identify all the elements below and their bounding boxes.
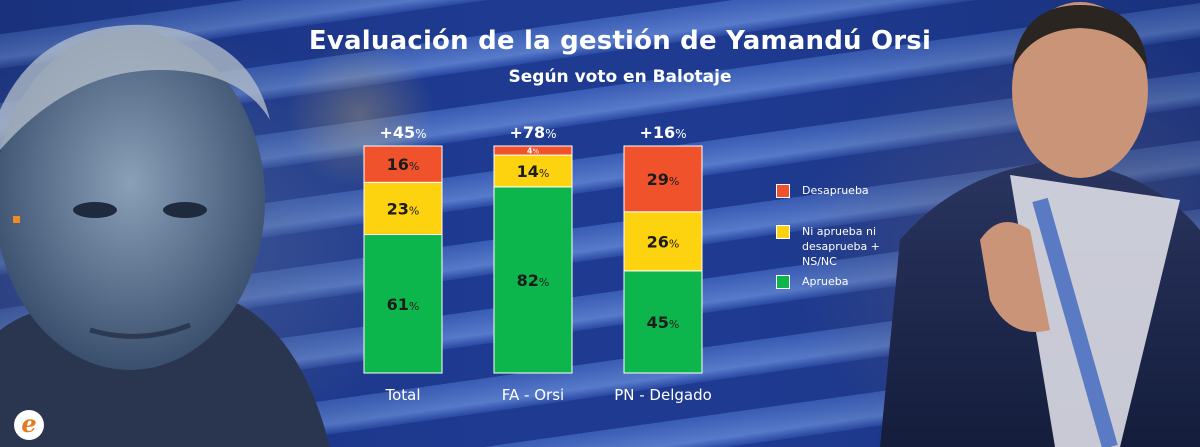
data-label-unit: % [669, 175, 679, 188]
net-label-unit: % [415, 127, 426, 141]
legend-item-aprueba: Aprueba [776, 274, 912, 289]
chart-subtitle: Según voto en Balotaje [508, 67, 732, 87]
net-label-unit: % [545, 127, 556, 141]
category-label-fa-orsi: FA - Orsi [502, 386, 564, 404]
data-label-aprueba-fa-orsi: 82% [517, 271, 550, 290]
net-label-fa-orsi: +78% [509, 123, 556, 142]
bar-segment-ni_aprueba-total [363, 181, 443, 236]
data-label-unit: % [532, 148, 539, 156]
legend-swatch-aprueba [776, 275, 790, 289]
data-label-unit: % [669, 237, 679, 250]
net-label-unit: % [675, 127, 686, 141]
data-label-desaprueba-pn-delgado: 29% [647, 170, 680, 189]
legend-label-desaprueba: Desaprueba [802, 184, 869, 197]
bar-segment-desaprueba-pn-delgado [623, 145, 703, 213]
data-label-ni_aprueba-fa-orsi: 14% [517, 162, 550, 181]
bar-segment-aprueba-total [363, 234, 443, 374]
photo-left-person [0, 24, 330, 447]
publisher-logo: e [14, 410, 44, 440]
data-label-ni_aprueba-total: 23% [387, 199, 420, 218]
legend-swatch-ni-aprueba [776, 225, 790, 239]
category-label-pn-delgado: PN - Delgado [614, 386, 712, 404]
bar-segment-ni_aprueba-fa-orsi [493, 154, 573, 188]
data-label-unit: % [409, 160, 419, 173]
legend-swatch-desaprueba [776, 184, 790, 198]
legend-label-ni-aprueba: Ni aprueba ni desaprueba + NS/NC [802, 225, 880, 268]
data-label-unit: % [539, 167, 549, 180]
bar-segment-ni_aprueba-pn-delgado [623, 211, 703, 272]
data-label-unit: % [409, 204, 419, 217]
bar-segment-aprueba-fa-orsi [493, 186, 573, 374]
data-label-ni_aprueba-pn-delgado: 26% [647, 232, 680, 251]
legend-item-ni-aprueba: Ni aprueba ni desaprueba + NS/NC [776, 224, 912, 269]
chart-title: Evaluación de la gestión de Yamandú Orsi [308, 26, 932, 56]
photo-right-person [880, 2, 1200, 447]
data-label-aprueba-total: 61% [387, 295, 420, 314]
category-label-total: Total [384, 386, 420, 404]
orange-marker [13, 216, 20, 223]
data-label-unit: % [539, 276, 549, 289]
bar-segment-desaprueba-fa-orsi [493, 145, 573, 156]
bar-segment-desaprueba-total [363, 145, 443, 183]
data-label-unit: % [409, 300, 419, 313]
data-label-unit: % [669, 318, 679, 331]
legend-label-aprueba: Aprueba [802, 275, 849, 288]
legend-item-desaprueba: Desaprueba [776, 183, 912, 198]
data-label-desaprueba-fa-orsi: 4% [527, 147, 540, 156]
net-label-pn-delgado: +16% [639, 123, 686, 142]
bar-segment-aprueba-pn-delgado [623, 270, 703, 374]
data-label-desaprueba-total: 16% [387, 155, 420, 174]
data-label-aprueba-pn-delgado: 45% [647, 313, 680, 332]
net-label-total: +45% [379, 123, 426, 142]
